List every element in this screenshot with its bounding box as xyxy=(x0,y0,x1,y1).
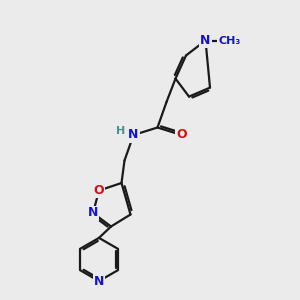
Text: O: O xyxy=(94,184,104,197)
Text: N: N xyxy=(128,128,139,142)
Text: O: O xyxy=(176,128,187,142)
Text: N: N xyxy=(200,34,211,47)
Text: CH₃: CH₃ xyxy=(218,35,241,46)
Text: H: H xyxy=(116,125,125,136)
Text: N: N xyxy=(88,206,98,220)
Text: N: N xyxy=(94,274,104,288)
